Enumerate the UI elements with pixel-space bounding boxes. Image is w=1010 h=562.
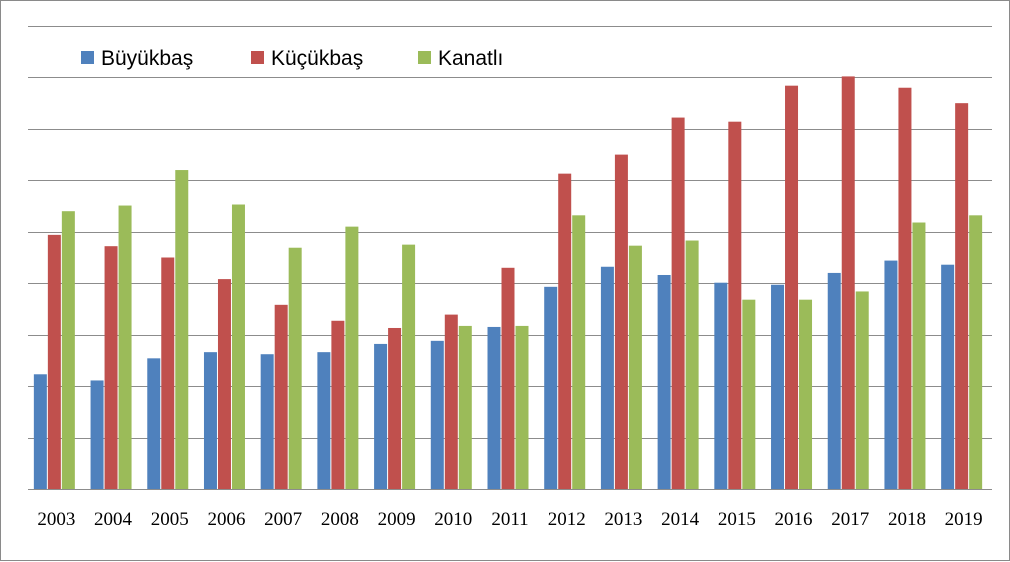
bar-kucukbas-2008 bbox=[331, 320, 345, 489]
x-tick-label: 2012 bbox=[548, 509, 586, 530]
bar-buyukbas-2012 bbox=[544, 286, 558, 489]
bar-kucukbas-2014 bbox=[671, 117, 685, 490]
bar-kanatli-2008 bbox=[345, 226, 359, 489]
bar-kanatli-2016 bbox=[799, 299, 813, 489]
x-tick-label: 2009 bbox=[378, 509, 416, 530]
bar-kucukbas-2013 bbox=[614, 154, 628, 489]
bar-kucukbas-2007 bbox=[274, 304, 288, 489]
bar-kucukbas-2017 bbox=[841, 76, 855, 489]
bar-kanatli-2003 bbox=[61, 211, 75, 489]
x-tick-label: 2011 bbox=[491, 509, 528, 530]
legend-item-buyukbas: Büyükbaş bbox=[81, 47, 193, 70]
legend-item-kucukbas: Küçükbaş bbox=[251, 47, 363, 70]
bar-kucukbas-2005 bbox=[161, 257, 175, 489]
legend-item-kanatli: Kanatlı bbox=[418, 47, 503, 70]
bar-kucukbas-2010 bbox=[444, 314, 458, 489]
bar-buyukbas-2016 bbox=[771, 284, 785, 489]
bar-kucukbas-2019 bbox=[955, 103, 969, 490]
legend-swatch-kucukbas bbox=[251, 51, 264, 64]
gridlines bbox=[28, 26, 992, 439]
x-tick-label: 2003 bbox=[37, 509, 75, 530]
bar-kucukbas-2003 bbox=[47, 234, 61, 489]
x-tick-label: 2007 bbox=[264, 509, 302, 530]
x-tick-label: 2006 bbox=[207, 509, 245, 530]
bar-buyukbas-2006 bbox=[203, 352, 217, 489]
x-tick-label: 2017 bbox=[831, 509, 869, 530]
bar-kanatli-2017 bbox=[855, 291, 869, 489]
legend-label-buyukbas: Büyükbaş bbox=[101, 47, 193, 70]
bar-kucukbas-2016 bbox=[785, 85, 799, 490]
legend-label-kanatli: Kanatlı bbox=[438, 47, 503, 70]
x-tick-label: 2014 bbox=[661, 509, 700, 530]
bar-buyukbas-2010 bbox=[430, 340, 444, 489]
legend-swatch-buyukbas bbox=[81, 51, 94, 64]
x-tick-label: 2016 bbox=[775, 509, 813, 530]
bar-buyukbas-2005 bbox=[147, 358, 161, 489]
bar-buyukbas-2011 bbox=[487, 326, 501, 489]
legend-swatch-kanatli bbox=[418, 51, 431, 64]
x-tick-label: 2008 bbox=[321, 509, 359, 530]
bar-kucukbas-2011 bbox=[501, 267, 515, 489]
bar-buyukbas-2004 bbox=[90, 380, 104, 489]
bar-kucukbas-2018 bbox=[898, 87, 912, 489]
bar-buyukbas-2017 bbox=[827, 272, 841, 489]
bar-kanatli-2014 bbox=[685, 240, 699, 489]
legend-label-kucukbas: Küçükbaş bbox=[271, 47, 363, 70]
bar-kucukbas-2006 bbox=[217, 279, 231, 489]
bar-buyukbas-2019 bbox=[941, 264, 955, 489]
bar-buyukbas-2007 bbox=[260, 354, 274, 489]
bar-buyukbas-2009 bbox=[374, 343, 388, 489]
x-tick-labels: 2003 2004 2005 2006 2007 2008 2009 2010 2011 2012… bbox=[37, 509, 982, 530]
x-tick-label: 2013 bbox=[604, 509, 642, 530]
bars bbox=[33, 76, 983, 490]
bar-kanatli-2006 bbox=[231, 204, 245, 490]
bar-kanatli-2019 bbox=[969, 215, 983, 489]
bar-kanatli-2007 bbox=[288, 247, 302, 489]
bar-buyukbas-2013 bbox=[600, 266, 614, 489]
bar-kanatli-2013 bbox=[628, 245, 642, 489]
x-tick-label: 2010 bbox=[434, 509, 472, 530]
bar-kucukbas-2009 bbox=[388, 327, 402, 489]
bar-buyukbas-2008 bbox=[317, 352, 331, 489]
bar-kanatli-2018 bbox=[912, 222, 926, 490]
bar-kanatli-2012 bbox=[572, 215, 586, 489]
bar-kanatli-2004 bbox=[118, 205, 132, 489]
x-tick-label: 2018 bbox=[888, 509, 926, 530]
bar-kanatli-2009 bbox=[402, 244, 416, 489]
bar-buyukbas-2015 bbox=[714, 282, 728, 489]
bar-kanatli-2010 bbox=[458, 325, 472, 489]
bar-kanatli-2015 bbox=[742, 299, 756, 489]
bar-kanatli-2011 bbox=[515, 325, 529, 489]
x-tick-label: 2019 bbox=[945, 509, 983, 530]
bar-buyukbas-2018 bbox=[884, 260, 898, 489]
legend: Büyükbaş Küçükbaş Kanatlı bbox=[81, 47, 503, 70]
bar-kucukbas-2015 bbox=[728, 121, 742, 489]
bar-kanatli-2005 bbox=[175, 170, 189, 490]
bar-buyukbas-2003 bbox=[33, 374, 47, 489]
x-tick-label: 2005 bbox=[151, 509, 189, 530]
bar-kucukbas-2004 bbox=[104, 246, 118, 489]
x-tick-label: 2015 bbox=[718, 509, 756, 530]
bar-buyukbas-2014 bbox=[657, 274, 671, 489]
x-tick-label: 2004 bbox=[94, 509, 133, 530]
bar-kucukbas-2012 bbox=[558, 173, 572, 489]
